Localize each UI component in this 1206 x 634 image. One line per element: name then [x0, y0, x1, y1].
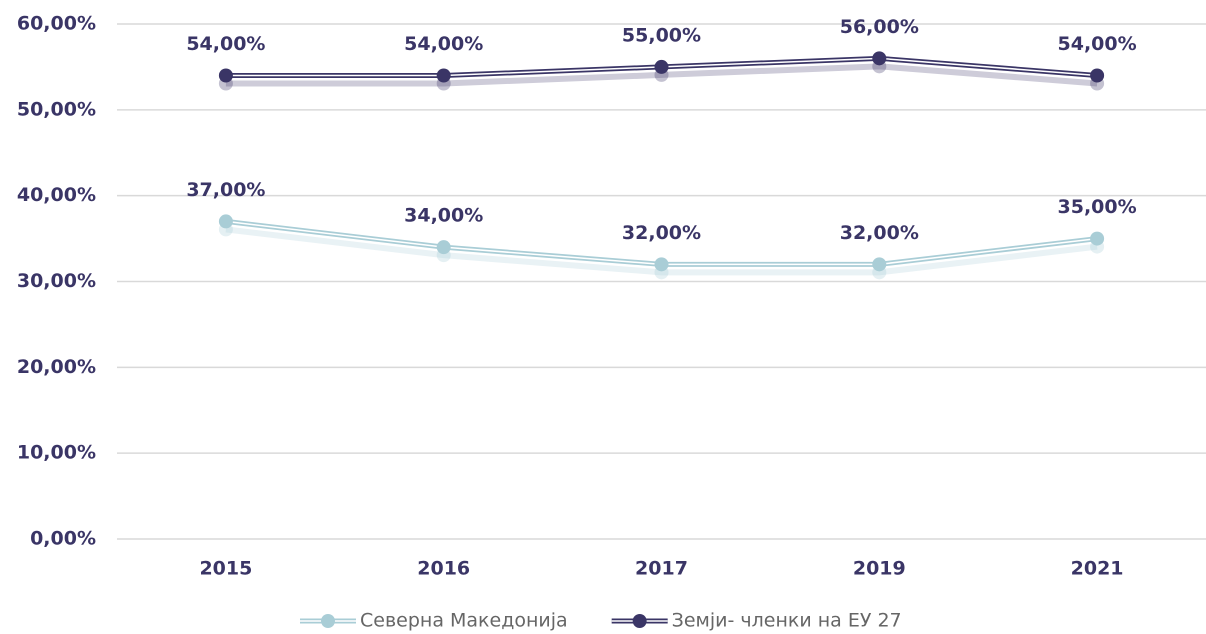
- marker: [1090, 231, 1105, 246]
- marker: [436, 240, 451, 255]
- legend-label: Северна Македонија: [360, 610, 568, 632]
- marker: [872, 257, 887, 272]
- data-label: 34,00%: [404, 205, 483, 227]
- data-label: 32,00%: [622, 222, 701, 244]
- data-label: 37,00%: [186, 179, 265, 201]
- data-label: 54,00%: [404, 33, 483, 55]
- y-tick-label: 20,00%: [17, 356, 96, 378]
- data-label: 35,00%: [1058, 196, 1137, 218]
- data-label: 54,00%: [186, 33, 265, 55]
- marker: [1090, 68, 1105, 83]
- marker: [654, 59, 669, 74]
- y-tick-label: 40,00%: [17, 184, 96, 206]
- data-label: 32,00%: [840, 222, 919, 244]
- line-shadow: [225, 226, 1098, 276]
- data-label: 54,00%: [1058, 33, 1137, 55]
- y-tick-label: 30,00%: [17, 270, 96, 292]
- marker: [436, 68, 451, 83]
- x-tick-label: 2015: [199, 558, 252, 580]
- x-tick-label: 2019: [853, 558, 906, 580]
- y-tick-label: 0,00%: [30, 528, 96, 550]
- y-tick-label: 50,00%: [17, 98, 96, 120]
- line-shadow: [225, 63, 1098, 87]
- data-label: 56,00%: [840, 16, 919, 38]
- legend-marker: [632, 614, 647, 628]
- marker: [654, 257, 669, 272]
- data-label: 55,00%: [622, 24, 701, 46]
- x-tick-label: 2016: [417, 558, 470, 580]
- marker: [218, 68, 233, 83]
- x-tick-label: 2021: [1071, 558, 1124, 580]
- y-tick-label: 10,00%: [17, 442, 96, 464]
- x-tick-label: 2017: [635, 558, 688, 580]
- legend-label: Земји- членки на ЕУ 27: [672, 610, 902, 632]
- y-tick-label: 60,00%: [17, 13, 96, 35]
- marker: [872, 51, 887, 66]
- legend-marker: [321, 614, 335, 628]
- marker: [218, 214, 233, 229]
